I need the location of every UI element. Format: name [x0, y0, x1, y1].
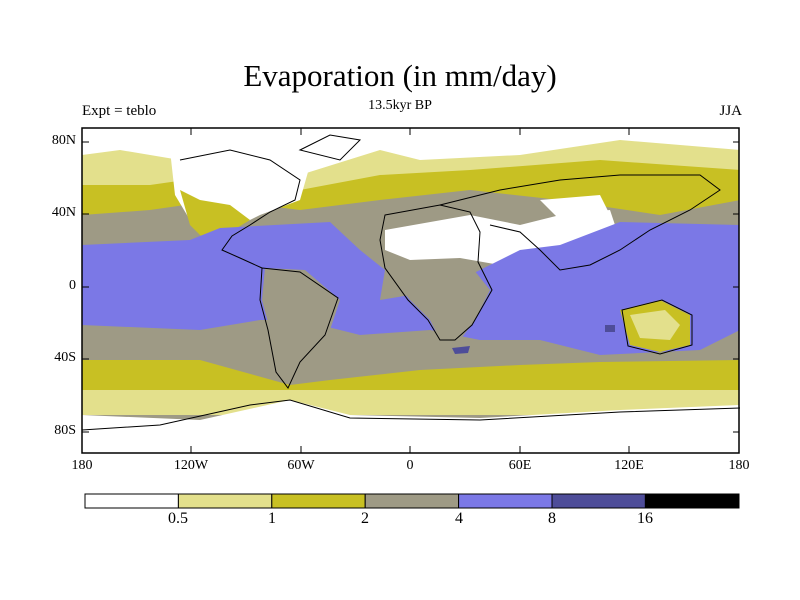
coastlines	[81, 134, 741, 431]
coast-antarctica	[81, 399, 741, 431]
colorbar-cell-4	[364, 493, 460, 509]
lon-label-120w: 120W	[173, 458, 209, 473]
field-patch-2	[605, 325, 615, 332]
coast-australia	[621, 299, 693, 355]
coast-greenland	[298, 134, 362, 161]
colorbar-label-16: 16	[637, 510, 653, 527]
coast-north-america	[179, 149, 301, 269]
colorbar-label-1: 1	[268, 510, 276, 527]
lat-label-80s: 80S	[54, 423, 76, 438]
lat-label-0: 0	[69, 278, 76, 293]
lon-label-180e: 180	[728, 458, 750, 473]
field-patch-1	[452, 346, 470, 354]
lon-label-180w: 180	[71, 458, 93, 473]
lat-ticks	[82, 141, 739, 433]
lon-label-60w: 60W	[287, 458, 315, 473]
season-label: JJA	[719, 103, 742, 119]
lat-label-80n: 80N	[51, 133, 76, 148]
lat-label-40n: 40N	[51, 205, 76, 220]
field-australia-inner	[630, 310, 680, 340]
experiment-label: Expt = teblo	[82, 103, 157, 119]
field-south-light	[82, 390, 739, 415]
lat-label-40s: 40S	[54, 350, 76, 365]
colorbar-label-4: 4	[455, 510, 463, 527]
field-antarctic	[82, 400, 739, 453]
colorbar-cell-3	[271, 493, 366, 509]
colorbar-label-2: 2	[361, 510, 369, 527]
lon-ticks	[81, 128, 740, 453]
lon-label-120e: 120E	[614, 458, 644, 473]
field-layer	[82, 128, 739, 453]
coast-south-america	[259, 267, 339, 389]
field-south-america	[262, 268, 340, 385]
colorbar-cell-1	[84, 493, 179, 509]
field-arctic	[82, 128, 739, 175]
coast-eurasia	[439, 174, 721, 271]
colorbar-cell-6	[551, 493, 646, 509]
coast-africa	[379, 204, 493, 341]
colorbar	[84, 493, 740, 509]
field-central-asia	[540, 195, 610, 220]
colorbar-label-8: 8	[548, 510, 556, 527]
lon-label-0: 0	[406, 458, 414, 473]
colorbar-cell-5	[458, 493, 553, 509]
colorbar-label-0-5: 0.5	[168, 510, 188, 527]
map-subtitle: 13.5kyr BP	[368, 98, 432, 113]
field-africa	[385, 262, 490, 340]
field-tropical-blue	[82, 222, 739, 355]
map-title: Evaporation (in mm/day)	[243, 58, 557, 93]
field-sahara	[385, 210, 620, 265]
lon-label-60e: 60E	[508, 458, 532, 473]
colorbar-cell-2	[177, 493, 273, 509]
colorbar-cell-7	[644, 493, 740, 509]
